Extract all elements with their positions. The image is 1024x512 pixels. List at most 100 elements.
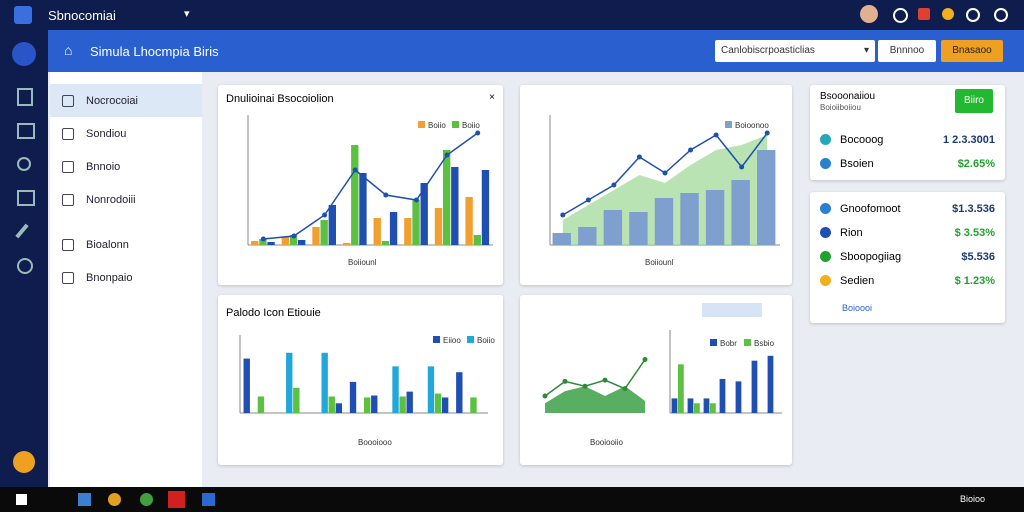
bar (257, 396, 265, 413)
bar (267, 242, 275, 245)
line-point (764, 130, 770, 136)
legend-label: Boioonoo (735, 121, 769, 130)
list-row[interactable]: Rion $ 3.53% (810, 221, 1005, 245)
start-icon[interactable] (16, 494, 27, 505)
list-row[interactable]: Bsoien $2.65% (810, 152, 1005, 176)
bar (434, 393, 442, 413)
button[interactable]: Bnnnoo (878, 40, 936, 62)
doc-icon[interactable] (17, 88, 33, 106)
tool-icon[interactable] (15, 223, 29, 239)
legend-label: Boiio (428, 121, 446, 130)
legend-label: Boiio (477, 336, 495, 345)
alert-icon[interactable] (918, 8, 930, 20)
row-icon (820, 158, 831, 169)
help-icon[interactable] (13, 451, 35, 473)
row-value: $5.536 (961, 251, 995, 263)
line-point (739, 164, 745, 170)
nav-icon (62, 272, 74, 284)
side-nav: Nocrocoiai Sondiou Bnnoio Nonrodoiii Bioalon… (50, 72, 202, 487)
row-value: $ 1.23% (954, 275, 995, 287)
user-icon[interactable] (17, 258, 33, 274)
header-band: ⌂ Simula Lhocmpia Biris Canlobiscrpoasti… (48, 30, 1024, 72)
list-row[interactable]: Gnoofomoot $1.3.536 (810, 197, 1005, 221)
taskbar: Bioioo (0, 487, 1024, 512)
image-icon[interactable] (17, 190, 35, 206)
home-icon[interactable] (12, 42, 36, 66)
row-icon (820, 275, 831, 286)
summary-title: Bsooonaiiou (820, 91, 876, 102)
nav-item[interactable]: Nonrodoiii (50, 183, 202, 216)
line-point (413, 197, 419, 203)
legend-swatch (418, 121, 425, 128)
nav-item[interactable]: Sondiou (50, 117, 202, 150)
chart: Bobr Bsbio Booiooiio (542, 330, 782, 447)
search-box[interactable] (702, 303, 762, 317)
line-point (562, 378, 568, 384)
nav-item[interactable]: Bnnoio (50, 150, 202, 183)
bar (603, 210, 623, 245)
coin-icon[interactable] (942, 8, 954, 20)
close-icon[interactable]: × (489, 92, 495, 103)
chat-icon[interactable] (893, 8, 908, 23)
dropdown-icon[interactable]: ▾ (184, 8, 190, 20)
line-point (713, 132, 719, 138)
bar (335, 403, 343, 413)
select[interactable]: Canlobiscrpoasticlias ▾ (715, 40, 875, 62)
bar (289, 235, 298, 245)
nav-item[interactable]: Bnonpaio (50, 261, 202, 294)
top-bar: Sbnocomiai ▾ (0, 0, 1024, 30)
bar (456, 372, 463, 413)
folder-icon[interactable] (17, 123, 35, 139)
bar (243, 358, 250, 413)
line-point (260, 236, 266, 242)
bar (373, 218, 381, 245)
search-icon[interactable] (17, 157, 31, 171)
home-glyph[interactable]: ⌂ (64, 42, 73, 58)
chart-card: Dnulioinai Bsocoiolion × Boiio Boiio Boiioun… (218, 85, 503, 285)
row-icon (820, 227, 831, 238)
list-row[interactable]: Sboopogiiag $5.536 (810, 245, 1005, 269)
legend-swatch (710, 339, 717, 346)
app-icon[interactable] (168, 491, 185, 508)
settings-icon[interactable] (994, 8, 1008, 22)
bar (441, 397, 449, 413)
bar (552, 233, 571, 245)
select-text: Canlobiscrpoasticlias (721, 45, 815, 56)
line-point (622, 386, 628, 392)
link[interactable]: Boioooi (842, 303, 873, 313)
bar (312, 227, 320, 245)
line-point (642, 356, 648, 362)
x-axis-label: Boooiooo (358, 438, 392, 447)
app-icon[interactable] (108, 493, 121, 506)
nav-icon (62, 239, 74, 251)
line-point (611, 182, 617, 188)
line (263, 132, 479, 240)
page-title: Simula Lhocmpia Biris (90, 44, 219, 59)
row-icon (820, 251, 831, 262)
app-icon[interactable] (202, 493, 215, 506)
bar (351, 145, 359, 245)
row-value: $ 3.53% (954, 227, 995, 239)
nav-label: Nonrodoiii (86, 193, 136, 206)
line (544, 359, 646, 397)
nav-item[interactable]: Nocrocoiai (50, 84, 202, 117)
line-point (560, 212, 566, 218)
line-point (444, 152, 450, 158)
bar (389, 212, 398, 245)
app-icon[interactable] (140, 493, 153, 506)
list-row[interactable]: Bocooog 1 2.3.3001 (810, 128, 1005, 152)
row-icon (820, 203, 831, 214)
bar (404, 218, 412, 245)
nav-item[interactable]: Bioalonn (50, 228, 202, 261)
chart-card: Palodo Icon Etiouie Eiioo Boiio Boooiooo (218, 295, 503, 465)
line-point (636, 154, 642, 160)
summary-button[interactable]: Biiro (955, 89, 993, 113)
app-icon[interactable] (78, 493, 91, 506)
list-row[interactable]: Sedien $ 1.23% (810, 269, 1005, 293)
button[interactable]: Bnasaoo (941, 40, 1003, 62)
legend-label: Eiioo (443, 336, 461, 345)
info-icon[interactable] (966, 8, 980, 22)
nav-label: Sondiou (86, 127, 127, 140)
bar (470, 397, 477, 413)
avatar[interactable] (860, 5, 878, 23)
